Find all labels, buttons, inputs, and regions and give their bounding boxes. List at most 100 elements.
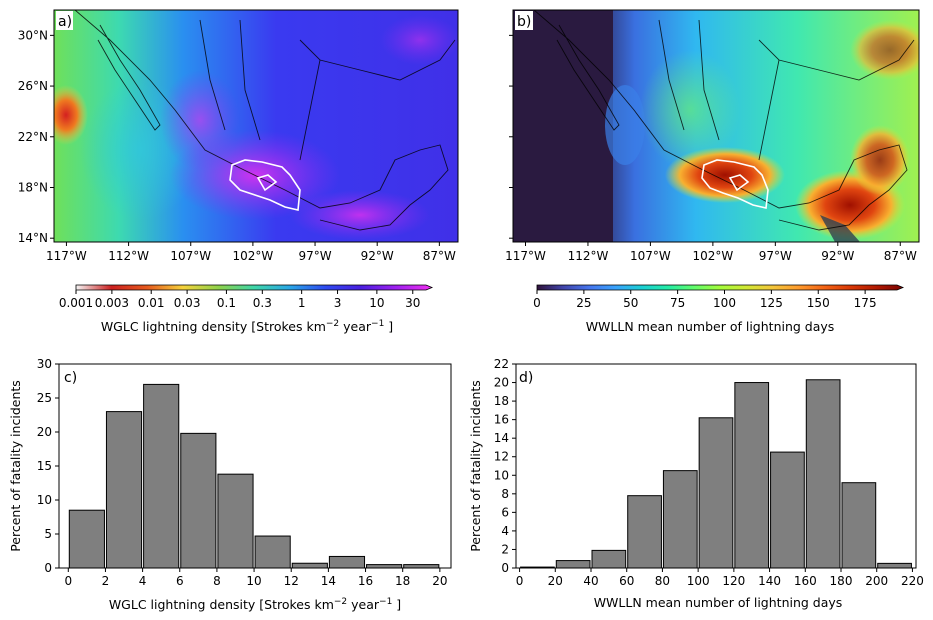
colorbar-tick-label: 0 xyxy=(533,296,541,310)
colorbar-tick-label: 25 xyxy=(576,296,591,310)
lightning-days-field xyxy=(513,10,919,242)
x-tick-label: 220 xyxy=(901,574,924,588)
x-tick-label: 2 xyxy=(102,574,110,588)
y-tick-label: 0 xyxy=(44,561,52,575)
y-tick-label: 10 xyxy=(37,493,52,507)
histogram-d-frame xyxy=(515,363,917,569)
lat-tick-label: 18°N xyxy=(18,180,48,194)
x-tick-label: 8 xyxy=(213,574,221,588)
histogram-bar xyxy=(627,495,662,569)
histogram-bar xyxy=(291,562,328,569)
lon-tick-label: 97°W xyxy=(298,249,331,263)
lon-tick-label: 87°W xyxy=(423,249,456,263)
histogram-c-bars xyxy=(68,383,440,569)
histogram-bar xyxy=(180,432,217,569)
histogram-bar xyxy=(877,562,912,569)
x-tick-label: 0 xyxy=(64,574,72,588)
colorbar-tick-label: 3 xyxy=(334,296,342,310)
colorbar-tick-label: 0.01 xyxy=(138,296,165,310)
map-b-axes: 117°W 112°W 107°W 102°W 97°W 92°W 87°W xyxy=(505,34,917,263)
lat-tick-label: 14°N xyxy=(18,231,48,245)
panel-label-box-a xyxy=(56,11,73,30)
colorbar-a-bar xyxy=(75,284,434,291)
histogram-bar xyxy=(403,564,440,569)
colorbar-tick-label: 125 xyxy=(760,296,783,310)
histogram-bar xyxy=(805,379,841,569)
colorbar-a-label: WGLC lightning density [Strokes km−2 yea… xyxy=(101,319,393,334)
x-tick-label: 160 xyxy=(794,574,817,588)
x-tick-label: 12 xyxy=(284,574,299,588)
histogram-bar xyxy=(770,451,805,569)
colorbar-tick-label: 175 xyxy=(854,296,877,310)
lon-tick-label: 117°W xyxy=(505,249,546,263)
y-tick-label: 5 xyxy=(44,527,52,541)
x-tick-label: 100 xyxy=(687,574,710,588)
histogram-c-frame xyxy=(58,363,452,569)
lightning-density-field xyxy=(54,10,458,242)
colorbar-tick-label: 0.3 xyxy=(253,296,272,310)
histogram-bar xyxy=(841,482,877,569)
colorbar-tick-label: 75 xyxy=(670,296,685,310)
map-a-frame xyxy=(53,9,459,243)
y-tick-label: 15 xyxy=(37,459,52,473)
colorbar-tick-label: 0.03 xyxy=(174,296,201,310)
x-tick-label: 14 xyxy=(321,574,336,588)
colorbar-tick-label: 100 xyxy=(713,296,736,310)
x-tick-label: 200 xyxy=(865,574,888,588)
map-b-frame xyxy=(512,9,920,243)
y-tick-label: 22 xyxy=(494,357,509,371)
histogram-bar xyxy=(662,470,698,569)
x-tick-label: 140 xyxy=(758,574,781,588)
colorbar-a-ticks: 0.001 0.003 0.01 0.03 0.1 0.3 1 3 10 30 xyxy=(59,290,420,310)
x-tick-label: 10 xyxy=(246,574,261,588)
lon-tick-label: 112°W xyxy=(568,249,609,263)
lon-tick-label: 102°W xyxy=(692,249,733,263)
panel-label-d: d) xyxy=(519,370,533,386)
histogram-bar xyxy=(105,411,143,569)
map-panel-b: b) 117°W 112°W 107°W 102°W 97°W 92°W 87°W xyxy=(505,9,920,263)
lon-tick-label: 92°W xyxy=(361,249,394,263)
histogram-bar xyxy=(68,509,105,569)
y-tick-label: 20 xyxy=(37,425,52,439)
colorbar-b-ticks: 0 25 50 75 100 125 150 175 xyxy=(533,290,877,310)
x-tick-label: 80 xyxy=(655,574,670,588)
histogram-panel-d: 0 20 40 60 80 100 120 140 160 180 200 220 0 2 4 6 8 10 12 1… xyxy=(468,357,924,610)
lat-tick-label: 30°N xyxy=(18,28,48,42)
x-tick-label: 18 xyxy=(395,574,410,588)
histogram-bar xyxy=(555,560,591,569)
x-tick-label: 40 xyxy=(583,574,598,588)
x-tick-label: 120 xyxy=(722,574,745,588)
y-tick-label: 10 xyxy=(494,468,509,482)
colorbar-b-label: WWLLN mean number of lightning days xyxy=(586,319,835,334)
colorbar-tick-label: 10 xyxy=(369,296,384,310)
colorbar-a: 0.001 0.003 0.01 0.03 0.1 0.3 1 3 10 30 WGLC ligh… xyxy=(59,284,434,334)
lon-tick-label: 87°W xyxy=(884,249,917,263)
colorbar-tick-label: 50 xyxy=(623,296,638,310)
y-tick-label: 2 xyxy=(501,542,509,556)
y-tick-label: 16 xyxy=(494,413,509,427)
histogram-d-bars xyxy=(520,379,912,569)
y-tick-label: 25 xyxy=(37,391,52,405)
histogram-d-xlabel: WWLLN mean number of lightning days xyxy=(594,595,843,610)
histogram-d-axes: 0 20 40 60 80 100 120 140 160 180 200 220 0 2 4 6 8 10 12 1… xyxy=(494,357,924,588)
histogram-c-axes: 0 2 4 6 8 10 12 14 16 18 20 0 5 10 15 20 25 30 xyxy=(37,357,448,588)
colorbar-tick-label: 30 xyxy=(405,296,420,310)
panel-label-a: a) xyxy=(58,14,72,30)
y-tick-label: 0 xyxy=(501,561,509,575)
lon-tick-label: 107°W xyxy=(630,249,671,263)
x-tick-label: 180 xyxy=(830,574,853,588)
colorbar-b: 0 25 50 75 100 125 150 175 WWLLN mean number of… xyxy=(533,284,905,334)
lon-tick-label: 102°W xyxy=(233,249,274,263)
histogram-bar xyxy=(143,383,180,569)
x-tick-label: 20 xyxy=(548,574,563,588)
y-tick-label: 20 xyxy=(494,376,509,390)
colorbar-tick-label: 0.1 xyxy=(217,296,236,310)
histogram-bar xyxy=(591,549,627,569)
histogram-bar xyxy=(734,382,770,569)
y-tick-label: 6 xyxy=(501,505,509,519)
lon-tick-label: 92°W xyxy=(821,249,854,263)
histogram-panel-c: 0 2 4 6 8 10 12 14 16 18 20 0 5 10 15 20 25 30 c) WGLC li… xyxy=(8,357,452,612)
colorbar-tick-label: 150 xyxy=(807,296,830,310)
lat-tick-label: 22°N xyxy=(18,130,48,144)
